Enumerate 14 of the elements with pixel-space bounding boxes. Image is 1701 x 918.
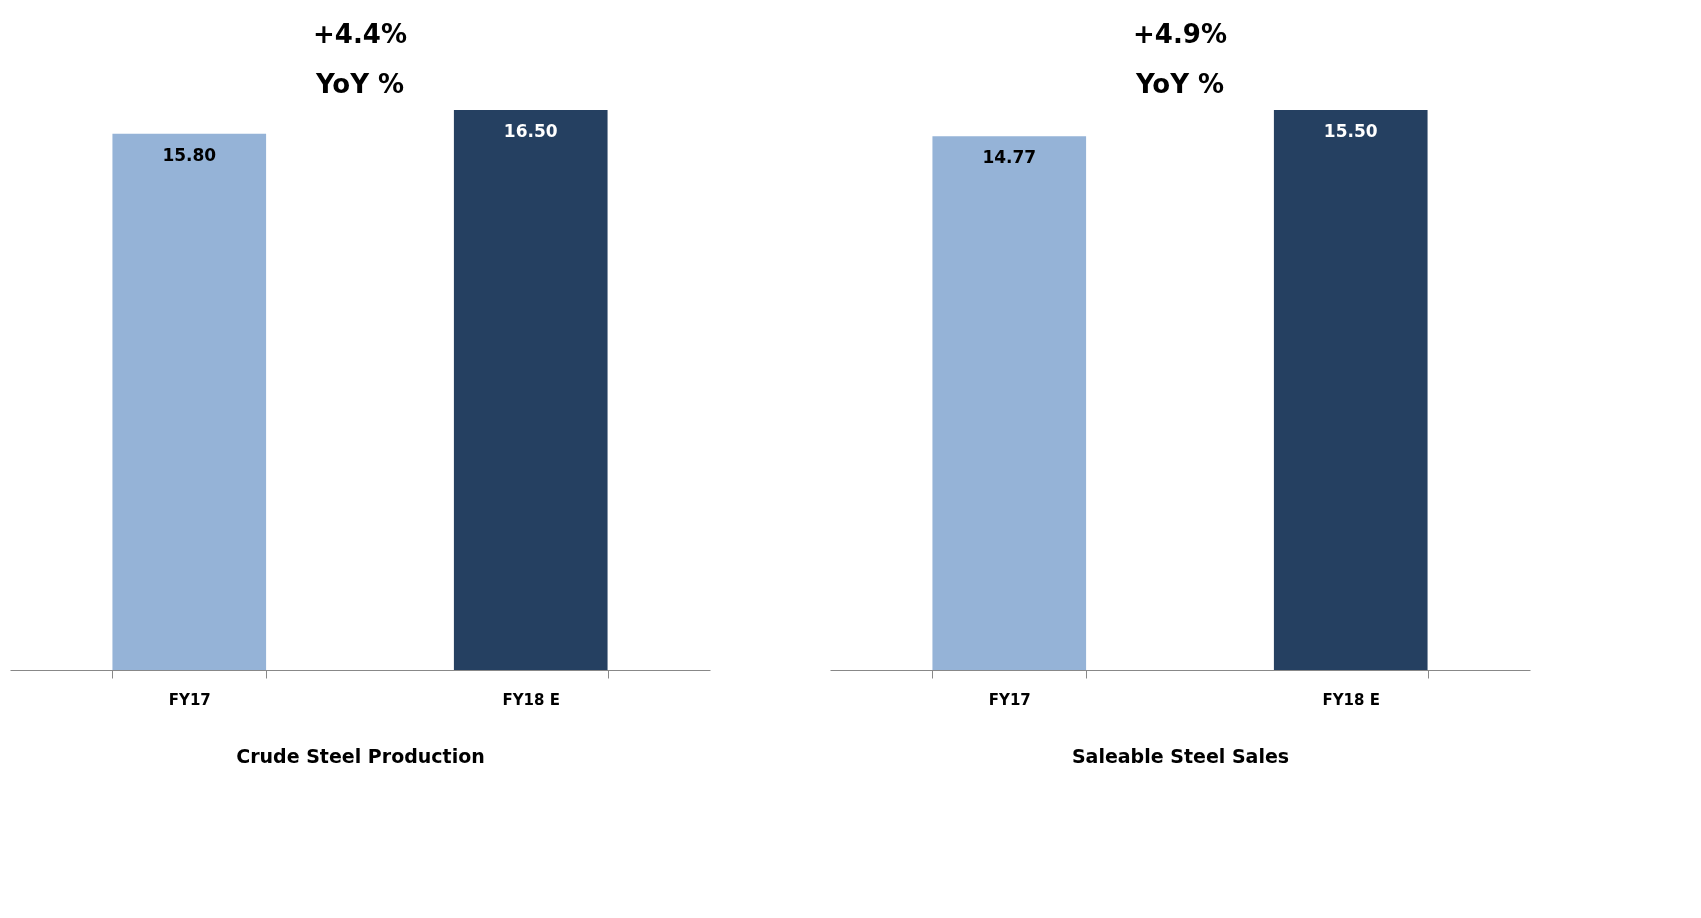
x-axis-title: Crude Steel Production bbox=[236, 744, 485, 767]
x-tick-label: FY17 bbox=[168, 690, 211, 709]
text: YoY % bbox=[1134, 69, 1225, 99]
x-axis-title: Saleable Steel Sales bbox=[1071, 744, 1290, 767]
x-tick-label: FY18 E bbox=[502, 690, 560, 709]
data-label: 15.50 bbox=[1323, 121, 1378, 141]
text: +4.4% bbox=[313, 19, 407, 49]
x-tick-label: FY18 E bbox=[1322, 690, 1380, 709]
data-label: 14.77 bbox=[982, 147, 1037, 168]
data-label: 15.80 bbox=[162, 144, 217, 165]
text: YoY % bbox=[314, 69, 405, 99]
x-tick-label: FY17 bbox=[988, 690, 1031, 709]
data-label: 16.50 bbox=[503, 121, 558, 141]
text: +4.9% bbox=[1133, 19, 1227, 49]
